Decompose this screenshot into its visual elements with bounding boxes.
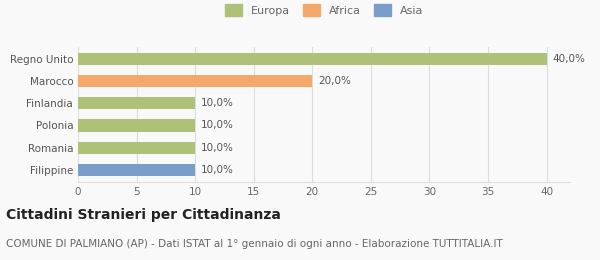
Text: 20,0%: 20,0% <box>318 76 351 86</box>
Bar <box>78 141 195 154</box>
Bar <box>78 75 312 87</box>
Text: 40,0%: 40,0% <box>553 54 586 64</box>
Text: 10,0%: 10,0% <box>201 165 234 175</box>
Text: COMUNE DI PALMIANO (AP) - Dati ISTAT al 1° gennaio di ogni anno - Elaborazione T: COMUNE DI PALMIANO (AP) - Dati ISTAT al … <box>6 239 503 249</box>
Bar <box>78 53 547 65</box>
Text: 10,0%: 10,0% <box>201 143 234 153</box>
Bar <box>78 119 195 132</box>
Text: 10,0%: 10,0% <box>201 98 234 108</box>
Text: 10,0%: 10,0% <box>201 120 234 131</box>
Bar <box>78 164 195 176</box>
Text: Cittadini Stranieri per Cittadinanza: Cittadini Stranieri per Cittadinanza <box>6 208 281 222</box>
Bar <box>78 97 195 109</box>
Legend: Europa, Africa, Asia: Europa, Africa, Asia <box>222 1 426 19</box>
